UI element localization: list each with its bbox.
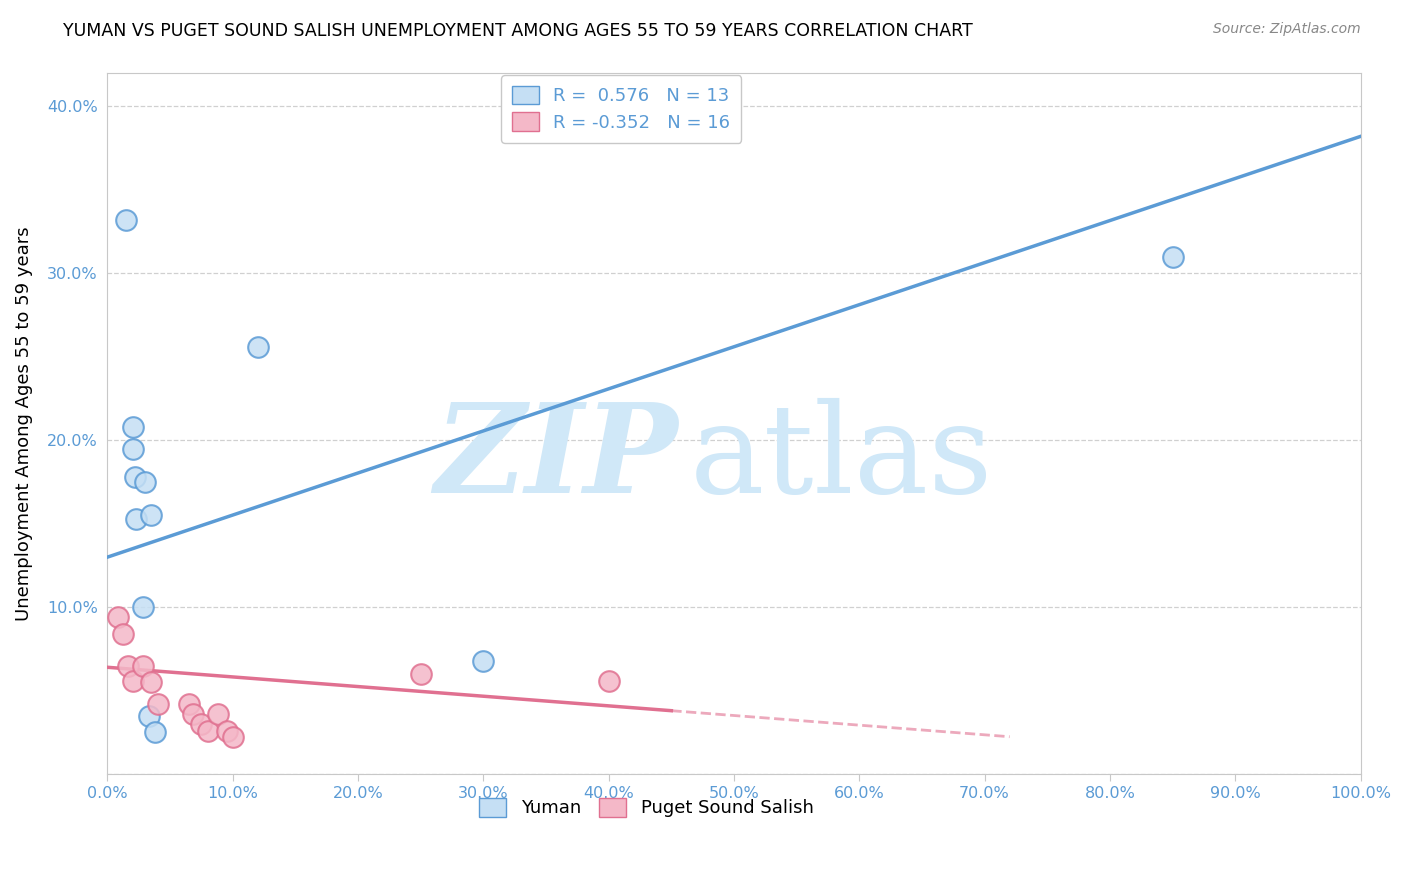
- Point: [207, 706, 229, 721]
- Text: atlas: atlas: [690, 398, 994, 519]
- Point: [181, 706, 204, 721]
- Point: [134, 475, 156, 489]
- Point: [598, 673, 620, 688]
- Point: [143, 725, 166, 739]
- Point: [121, 673, 143, 688]
- Point: [222, 731, 245, 745]
- Point: [115, 213, 138, 227]
- Point: [111, 627, 134, 641]
- Text: Source: ZipAtlas.com: Source: ZipAtlas.com: [1213, 22, 1361, 37]
- Point: [215, 723, 238, 738]
- Point: [125, 512, 148, 526]
- Point: [121, 442, 143, 456]
- Point: [141, 508, 163, 523]
- Point: [1161, 250, 1184, 264]
- Point: [131, 600, 153, 615]
- Point: [141, 675, 163, 690]
- Point: [131, 658, 153, 673]
- Point: [138, 708, 160, 723]
- Point: [190, 717, 212, 731]
- Point: [121, 420, 143, 434]
- Point: [197, 723, 219, 738]
- Point: [146, 697, 169, 711]
- Point: [124, 470, 146, 484]
- Legend: Yuman, Puget Sound Salish: Yuman, Puget Sound Salish: [472, 791, 821, 825]
- Point: [107, 610, 129, 624]
- Point: [409, 667, 432, 681]
- Point: [177, 697, 200, 711]
- Y-axis label: Unemployment Among Ages 55 to 59 years: Unemployment Among Ages 55 to 59 years: [15, 227, 32, 621]
- Point: [472, 654, 495, 668]
- Point: [117, 658, 139, 673]
- Text: YUMAN VS PUGET SOUND SALISH UNEMPLOYMENT AMONG AGES 55 TO 59 YEARS CORRELATION C: YUMAN VS PUGET SOUND SALISH UNEMPLOYMENT…: [63, 22, 973, 40]
- Text: ZIP: ZIP: [434, 398, 678, 519]
- Point: [246, 340, 269, 354]
